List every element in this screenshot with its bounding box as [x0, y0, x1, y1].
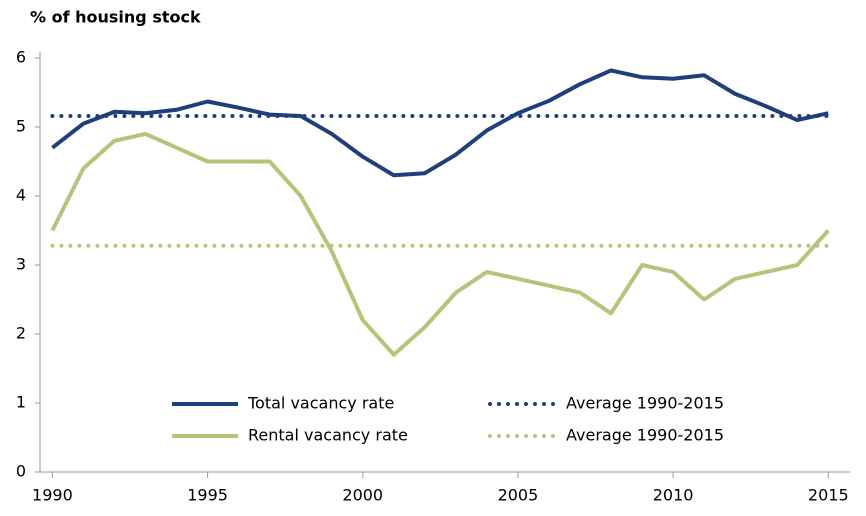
y-tick-label: 2	[16, 324, 26, 343]
data-line	[51, 68, 829, 178]
data-line	[50, 131, 830, 357]
legend-label: Total vacancy rate	[247, 394, 394, 413]
y-tick-label: 0	[16, 462, 26, 481]
y-tick-label: 6	[16, 48, 26, 67]
chart-title: % of housing stock	[30, 8, 201, 27]
y-tick-label: 1	[16, 393, 26, 412]
x-tick-label: 2005	[498, 486, 539, 505]
x-tick-label: 1995	[187, 486, 228, 505]
y-tick-label: 5	[16, 117, 26, 136]
x-tick-label: 2000	[342, 486, 383, 505]
x-tick-label: 1990	[32, 486, 73, 505]
x-tick-label: 2015	[808, 486, 849, 505]
legend-label: Average 1990-2015	[566, 394, 724, 413]
legend-label: Rental vacancy rate	[248, 426, 408, 445]
legend-label: Average 1990-2015	[566, 426, 724, 445]
y-tick-label: 3	[16, 255, 26, 274]
x-tick-label: 2010	[653, 486, 694, 505]
y-tick-label: 4	[16, 186, 26, 205]
